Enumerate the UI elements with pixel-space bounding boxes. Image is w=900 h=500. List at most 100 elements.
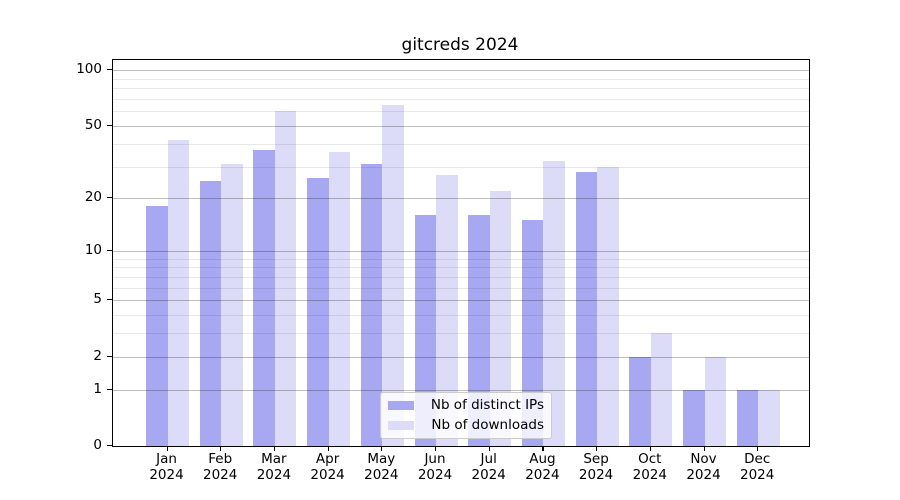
y-tick-label-20: 20 [84,189,102,206]
bar-feb-downloads [221,163,243,446]
x-tick-label-jul: Jul 2024 [459,451,519,483]
y-tick-label-100: 100 [76,61,102,78]
x-tick-month: Oct [638,451,662,467]
x-tick-month: Aug [529,451,556,467]
bar-sep-distinct-ips [575,171,598,446]
y-tick-0 [107,445,112,447]
x-tick-month: Jan [156,451,177,467]
legend-entry-distinct-ips: Nb of distinct IPs [388,397,544,414]
x-tick-year: 2024 [256,466,292,483]
chart-title: gitcreds 2024 [401,35,519,55]
x-tick-year: 2024 [364,466,399,483]
x-tick-month: Apr [315,451,340,467]
x-tick-apr [327,446,329,451]
x-tick-label-sep: Sep 2024 [566,451,626,483]
y-tick-label-0: 0 [93,437,102,453]
major-gridline-50 [113,125,809,127]
bar-dec-distinct-ips [736,389,759,446]
minor-gridline-90 [113,78,809,80]
x-tick-year: 2024 [578,466,614,483]
x-tick-label-apr: Apr 2024 [298,451,358,483]
x-tick-label-oct: Oct 2024 [620,451,680,483]
minor-gridline-30 [113,166,809,168]
bar-mar-downloads [274,111,297,446]
x-tick-month: Mar [261,451,287,467]
minor-gridline-8 [113,267,809,269]
bar-aug-distinct-ips [521,220,544,446]
legend-swatch-downloads [388,421,414,430]
x-tick-month: Jun [424,451,446,467]
x-tick-jul [488,446,490,451]
y-tick-label-1: 1 [93,380,102,397]
y-tick-20 [107,197,112,199]
x-tick-year: 2024 [149,466,184,483]
major-gridline-100 [113,70,809,72]
bar-oct-distinct-ips [629,356,651,446]
major-gridline-20 [113,198,809,200]
x-tick-month: Nov [690,451,717,467]
legend-label-distinct-ips: Nb of distinct IPs [430,397,544,413]
x-tick-dec [757,446,759,451]
minor-gridline-40 [113,143,809,145]
x-tick-month: May [367,451,396,467]
bar-jun-downloads [436,174,458,446]
x-tick-jan [166,446,168,451]
x-tick-year: 2024 [310,466,345,483]
y-tick-1 [107,388,112,390]
x-tick-nov [703,446,705,451]
x-tick-year: 2024 [632,466,667,483]
legend-swatch-distinct-ips [388,401,414,410]
y-tick-5 [107,299,112,301]
minor-gridline-80 [113,88,809,90]
bar-oct-downloads [650,333,673,446]
x-tick-year: 2024 [740,466,775,483]
x-tick-label-nov: Nov 2024 [674,451,734,483]
x-tick-year: 2024 [203,466,238,483]
legend: Nb of distinct IPs Nb of downloads [380,392,552,439]
x-tick-year: 2024 [417,466,453,483]
bar-jan-distinct-ips [146,206,168,446]
minor-gridline-7 [113,276,809,278]
minor-gridline-6 [113,287,809,289]
minor-gridline-70 [113,99,809,100]
bar-aug-downloads [543,161,565,446]
bar-nov-downloads [704,356,726,446]
x-tick-label-feb: Feb 2024 [190,451,250,483]
minor-gridline-60 [113,111,809,113]
x-tick-month: Feb [208,451,233,467]
bar-apr-distinct-ips [307,177,329,446]
bar-dec-downloads [758,389,780,446]
x-tick-label-jan: Jan 2024 [137,451,197,483]
x-tick-sep [596,446,598,451]
minor-gridline-4 [113,315,809,316]
x-tick-label-mar: Mar 2024 [244,451,304,483]
x-tick-label-dec: Dec 2024 [727,451,787,483]
bar-nov-distinct-ips [683,389,705,446]
bar-jan-downloads [167,139,189,446]
y-tick-10 [107,249,112,251]
x-tick-label-may: May 2024 [351,451,411,483]
minor-gridline-3 [113,333,809,335]
major-gridline-1 [113,389,809,391]
bar-jun-distinct-ips [414,215,436,446]
y-tick-2 [107,355,112,357]
bar-may-distinct-ips [360,163,383,446]
x-tick-label-jun: Jun 2024 [405,451,465,483]
y-tick-50 [107,124,112,127]
minor-gridline-9 [113,258,809,260]
legend-label-downloads: Nb of downloads [431,417,544,433]
x-tick-aug [542,446,544,451]
x-tick-month: Sep [583,451,609,467]
major-gridline-2 [113,356,809,358]
legend-entry-downloads: Nb of downloads [388,417,544,434]
major-gridline-10 [113,250,809,252]
x-tick-feb [220,446,222,451]
x-tick-year: 2024 [686,466,721,483]
x-tick-may [381,446,383,451]
y-tick-label-2: 2 [93,347,102,364]
y-tick-label-5: 5 [93,291,102,308]
y-tick-100 [107,69,112,71]
x-tick-year: 2024 [471,466,506,483]
bar-mar-distinct-ips [253,149,275,446]
